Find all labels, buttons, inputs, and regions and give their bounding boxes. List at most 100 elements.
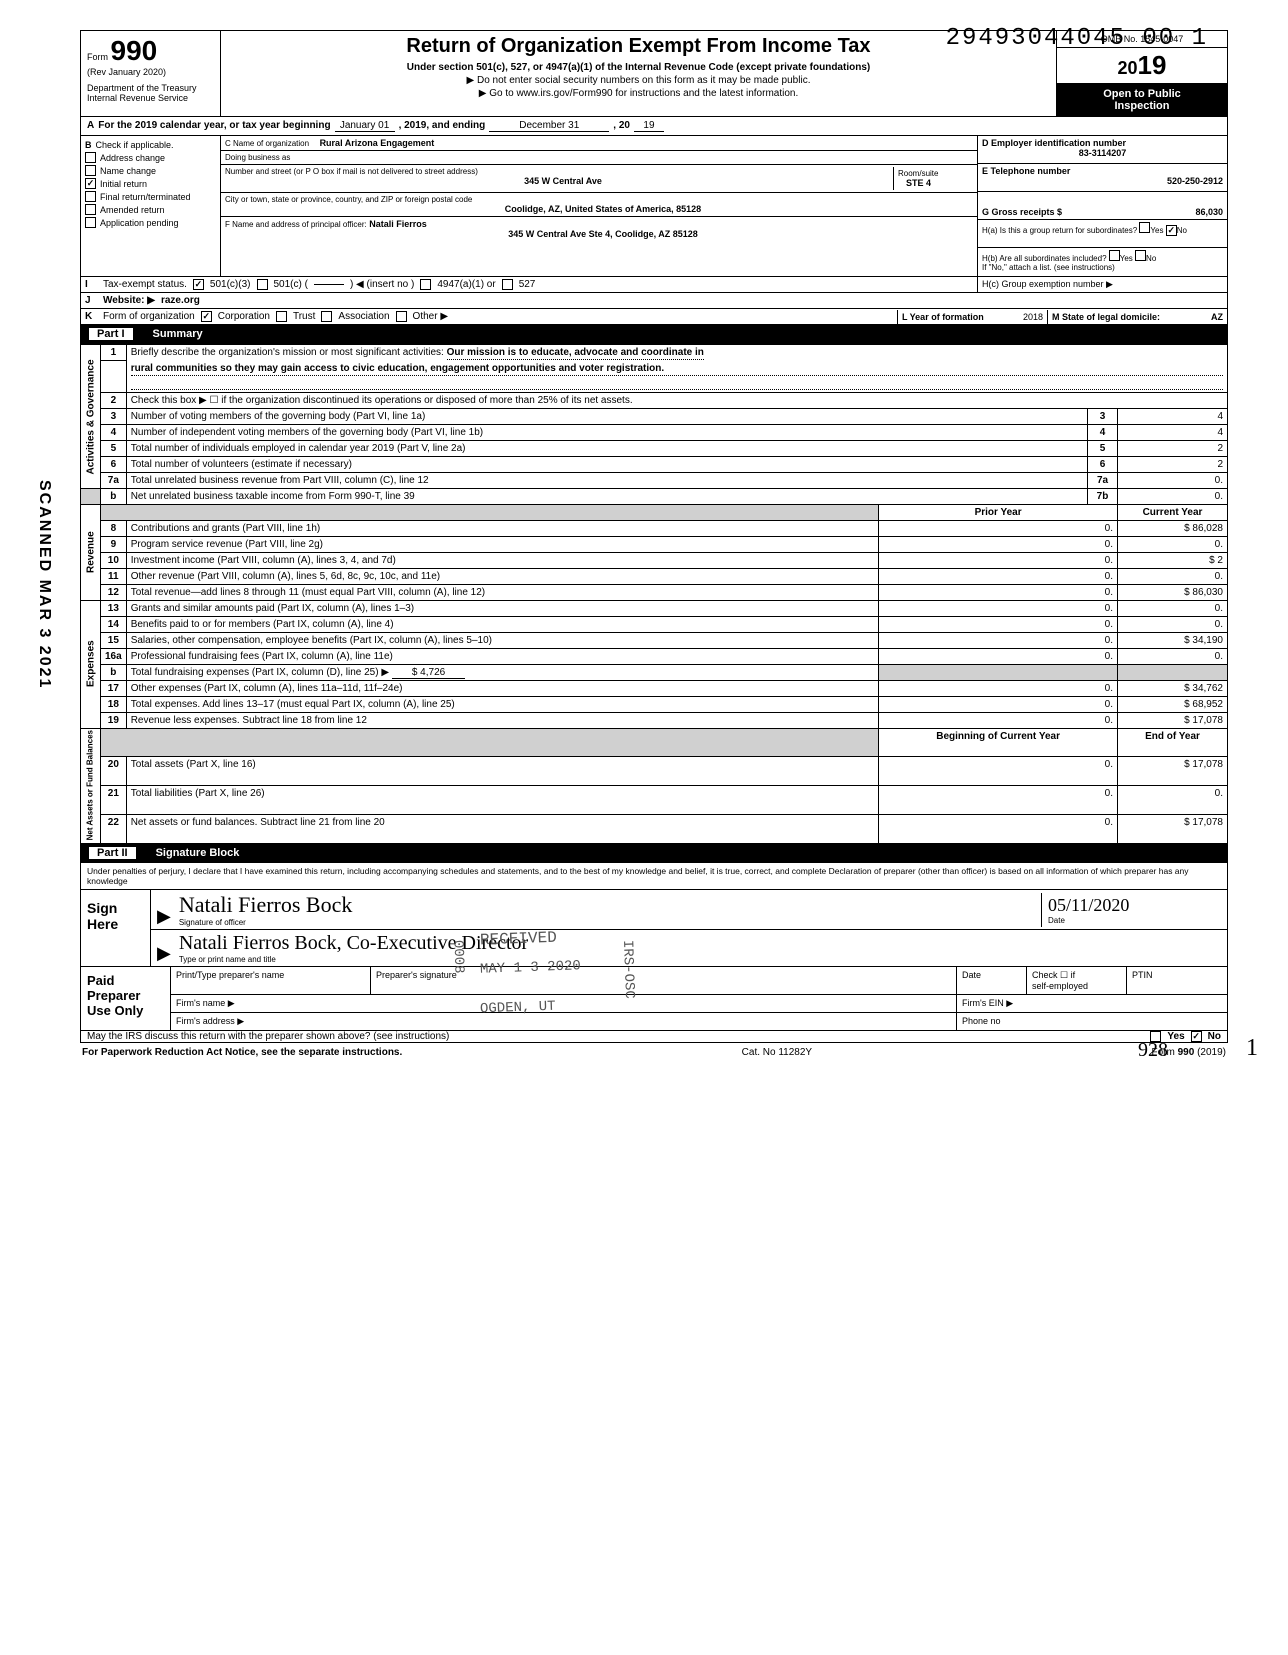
checkbox-icon	[85, 152, 96, 163]
row-box: 6	[1088, 456, 1118, 472]
row-num: 7a	[101, 472, 127, 488]
hb-label: H(b) Are all subordinates included?	[982, 254, 1107, 263]
insert-no	[314, 284, 344, 285]
row-num: 12	[101, 584, 127, 600]
prep-h4: Check ☐ ifself-employed	[1027, 967, 1127, 994]
yes-label: Yes	[1150, 226, 1163, 235]
col-b-letter: B	[85, 140, 92, 150]
room-suite: Room/suiteSTE 4	[893, 167, 973, 190]
prep-h1: Print/Type preparer's name	[171, 967, 371, 994]
gross: 86,030	[1195, 207, 1223, 217]
table-row: 8Contributions and grants (Part VIII, li…	[81, 520, 1228, 536]
ha-row: H(a) Is this a group return for subordin…	[978, 220, 1227, 248]
stamp-irs-osc: IRS-OSC	[619, 940, 637, 999]
checkbox-icon[interactable]	[1135, 250, 1146, 261]
shaded-val	[1118, 664, 1228, 680]
hb-row: H(b) Are all subordinates included? Yes …	[978, 248, 1227, 276]
row-text-inner: Total fundraising expenses (Part IX, col…	[131, 667, 389, 678]
checkbox-icon	[85, 191, 96, 202]
tel-row: E Telephone number520-250-2912	[978, 164, 1227, 192]
room-label: Room/suite	[898, 169, 969, 178]
firm-name: Firm's name ▶	[171, 995, 957, 1012]
table-row: 7aTotal unrelated business revenue from …	[81, 472, 1228, 488]
curr-val: 0.	[1118, 600, 1228, 616]
yes-label: Yes	[1120, 254, 1133, 263]
cb-initial-return[interactable]: ✓Initial return	[85, 178, 216, 189]
col-d: D Employer identification number83-31142…	[977, 136, 1227, 276]
begin-date: January 01	[335, 120, 395, 132]
checkbox-icon[interactable]	[1109, 250, 1120, 261]
checkbox-icon[interactable]: ✓	[1166, 225, 1177, 236]
row-num: 15	[101, 632, 127, 648]
table-row: Activities & Governance 1 Briefly descri…	[81, 345, 1228, 361]
row-val: 4	[1118, 424, 1228, 440]
checkbox-icon	[85, 165, 96, 176]
mission-label: Briefly describe the organization's miss…	[131, 347, 444, 358]
expenses-label: Expenses	[81, 600, 101, 728]
checkbox-icon[interactable]	[420, 279, 431, 290]
cb-amended[interactable]: Amended return	[85, 204, 216, 215]
bcd-block: B Check if applicable. Address change Na…	[80, 136, 1228, 277]
cb-final-return[interactable]: Final return/terminated	[85, 191, 216, 202]
curr-val: 0.	[1118, 786, 1228, 815]
checkbox-icon[interactable]: ✓	[1191, 1031, 1202, 1042]
line-j-letter: J	[81, 293, 99, 308]
sign-here-label: Sign Here	[81, 890, 151, 966]
table-row: rural communities so they may gain acces…	[81, 361, 1228, 393]
row-box: 4	[1088, 424, 1118, 440]
row-num: 16a	[101, 648, 127, 664]
yof: 2018	[1023, 312, 1043, 322]
cb-name-change[interactable]: Name change	[85, 165, 216, 176]
row-text: Professional fundraising fees (Part IX, …	[126, 648, 879, 664]
end-year: 19	[634, 120, 664, 132]
checkbox-icon[interactable]: ✓	[193, 279, 204, 290]
prep-h5: PTIN	[1127, 967, 1227, 994]
checkbox-icon[interactable]	[396, 311, 407, 322]
opt-527: 527	[519, 279, 536, 290]
curr-val: $ 17,078	[1118, 815, 1228, 844]
curr-val: $ 86,030	[1118, 584, 1228, 600]
table-row: 4Number of independent voting members of…	[81, 424, 1228, 440]
prior-val: 0.	[879, 696, 1118, 712]
row-num: 5	[101, 440, 127, 456]
row-text: Total liabilities (Part X, line 26)	[126, 786, 879, 815]
opt-4947: 4947(a)(1) or	[437, 279, 495, 290]
row-num: b	[101, 664, 127, 680]
row-text: Salaries, other compensation, employee b…	[126, 632, 879, 648]
row-text: Number of voting members of the governin…	[126, 408, 1087, 424]
cb-address-change[interactable]: Address change	[85, 152, 216, 163]
row-text: Program service revenue (Part VIII, line…	[126, 536, 879, 552]
arrow-icon: ▶	[157, 906, 171, 927]
cb-application[interactable]: Application pending	[85, 217, 216, 228]
curr-val: 0.	[1118, 536, 1228, 552]
typed-name: Natali Fierros Bock, Co-Executive Direct…	[179, 932, 1221, 955]
tax-year: 2019	[1057, 48, 1227, 84]
year-formation: L Year of formation2018	[897, 310, 1047, 324]
checkbox-icon[interactable]: ✓	[201, 311, 212, 322]
checkbox-icon[interactable]	[502, 279, 513, 290]
header-center: Return of Organization Exempt From Incom…	[221, 31, 1057, 116]
state-label: M State of legal domicile:	[1052, 312, 1160, 322]
city-row: City or town, state or province, country…	[221, 193, 977, 217]
checkbox-icon[interactable]	[1139, 222, 1150, 233]
curr-val: $ 68,952	[1118, 696, 1228, 712]
form-title: Return of Organization Exempt From Incom…	[229, 35, 1048, 58]
ein: 83-3114207	[982, 148, 1223, 158]
checkbox-icon[interactable]	[257, 279, 268, 290]
penalty-text: Under penalties of perjury, I declare th…	[81, 863, 1227, 890]
checkbox-icon[interactable]	[321, 311, 332, 322]
prior-val: 0.	[879, 616, 1118, 632]
firm-ein: Firm's EIN ▶	[957, 995, 1227, 1012]
signature-block: Under penalties of perjury, I declare th…	[80, 863, 1228, 967]
typed-name-line: ▶ Natali Fierros Bock, Co-Executive Dire…	[151, 930, 1227, 966]
table-row: Expenses13Grants and similar amounts pai…	[81, 600, 1228, 616]
checkbox-icon[interactable]	[276, 311, 287, 322]
gross-row: G Gross receipts $86,030	[978, 192, 1227, 220]
row-num: 4	[101, 424, 127, 440]
row-num: 10	[101, 552, 127, 568]
row-val: 2	[1118, 456, 1228, 472]
blank-line	[131, 376, 1223, 390]
mission-cell: Briefly describe the organization's miss…	[126, 345, 1227, 361]
row-num: 9	[101, 536, 127, 552]
line-i: I Tax-exempt status. ✓501(c)(3) 501(c) (…	[80, 277, 1228, 293]
